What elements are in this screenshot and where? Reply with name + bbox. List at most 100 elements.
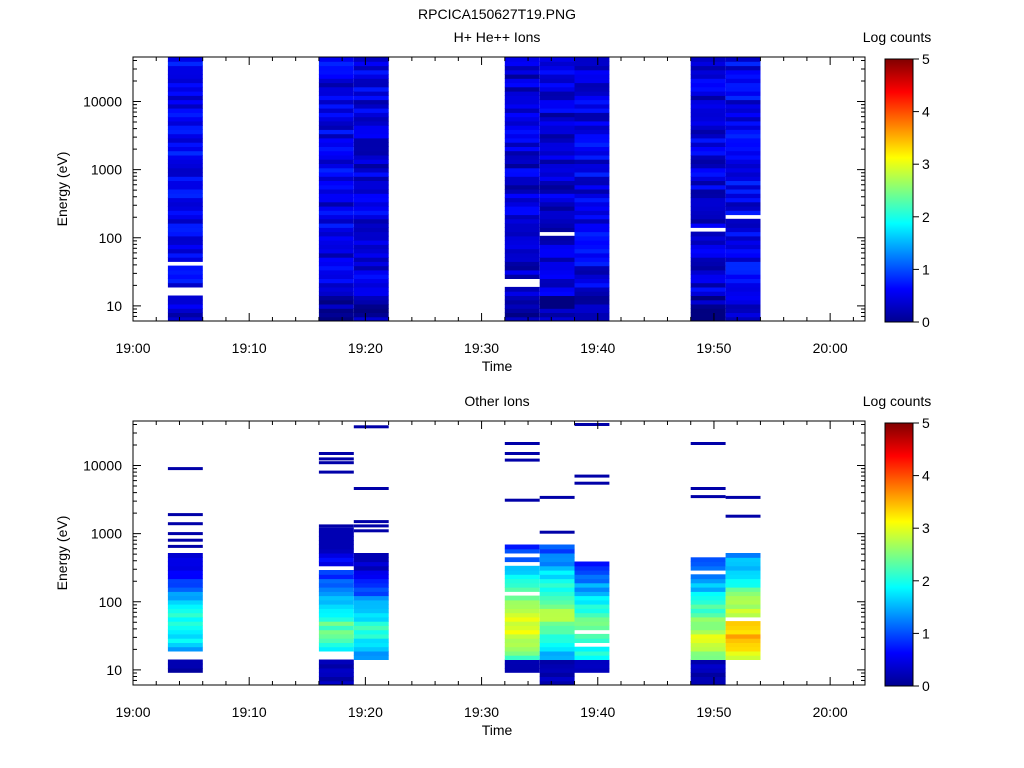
energy-bin (318, 61, 354, 67)
energy-bin (353, 655, 389, 660)
energy-bin (504, 595, 540, 601)
energy-bin (167, 206, 203, 211)
energy-bin (725, 312, 761, 318)
energy-bin (504, 544, 540, 550)
energy-bin (574, 172, 610, 177)
count-line (690, 495, 726, 499)
energy-bin (167, 621, 203, 626)
energy-bin (574, 570, 610, 575)
energy-bin (725, 557, 761, 563)
colorbar-tick-label: 1 (922, 625, 930, 641)
energy-bin (539, 99, 575, 105)
count-line (539, 530, 575, 534)
energy-bin (318, 295, 354, 301)
energy-bin (504, 548, 540, 554)
energy-bin (690, 95, 726, 101)
energy-bin (539, 82, 575, 88)
energy-bin (539, 621, 575, 626)
energy-bin (690, 308, 726, 313)
energy-bin (167, 231, 203, 237)
energy-bin (353, 235, 389, 241)
energy-bin (725, 167, 761, 173)
energy-bin (539, 587, 575, 592)
energy-bin (574, 299, 610, 305)
x-axis-label: Time (482, 358, 513, 374)
energy-bin (353, 591, 389, 597)
energy-bin (539, 304, 575, 309)
energy-bin (353, 112, 389, 118)
y-tick-label: 10000 (83, 458, 122, 474)
energy-bin (504, 214, 540, 220)
energy-bin (504, 78, 540, 84)
energy-bin (318, 82, 354, 88)
energy-bin (725, 646, 761, 652)
energy-bin (690, 99, 726, 105)
energy-bin (539, 61, 575, 67)
energy-bin (539, 278, 575, 284)
energy-bin (167, 282, 203, 288)
energy-bin (167, 235, 203, 241)
energy-bin (690, 240, 726, 245)
energy-bin (353, 578, 389, 584)
energy-bin (504, 582, 540, 588)
count-line (353, 520, 389, 524)
energy-bin (725, 150, 761, 156)
energy-bin (539, 591, 575, 597)
energy-bin (574, 120, 610, 126)
energy-bin (504, 201, 540, 207)
energy-bin (504, 308, 540, 313)
energy-bin (504, 621, 540, 626)
energy-bin (725, 574, 761, 580)
count-line (318, 461, 354, 465)
y-axis-label: Energy (eV) (54, 516, 70, 591)
energy-bin (318, 291, 354, 296)
energy-bin (318, 210, 354, 216)
energy-bin (574, 201, 610, 207)
energy-bin (504, 646, 540, 652)
energy-bin (574, 591, 610, 597)
count-line (353, 487, 389, 490)
energy-bin (167, 312, 203, 318)
plot-frame (132, 420, 866, 686)
energy-bin (690, 133, 726, 139)
x-tick-label: 19:00 (115, 704, 150, 720)
energy-bin (574, 269, 610, 275)
energy-bin (318, 206, 354, 211)
energy-bin (318, 189, 354, 194)
energy-bin (725, 108, 761, 113)
energy-bin (690, 655, 726, 660)
energy-bin (353, 265, 389, 271)
energy-bin (167, 201, 203, 207)
energy-bin (574, 650, 610, 656)
time-bin-column (574, 423, 610, 673)
energy-bin (353, 604, 389, 609)
energy-bin (690, 582, 726, 588)
energy-bin (690, 304, 726, 309)
energy-bin (353, 150, 389, 156)
energy-bin (539, 257, 575, 262)
energy-bin (574, 223, 610, 228)
energy-bin (318, 146, 354, 152)
energy-bin (318, 663, 354, 669)
energy-bin (353, 133, 389, 139)
x-tick-label: 19:20 (348, 704, 383, 720)
energy-bin (539, 184, 575, 190)
energy-bin (318, 312, 354, 318)
energy-bin (167, 78, 203, 84)
energy-bin (725, 231, 761, 237)
count-line (318, 452, 354, 455)
energy-bin (504, 570, 540, 575)
energy-bin (318, 120, 354, 126)
energy-bin (167, 142, 203, 147)
energy-bin (574, 655, 610, 660)
energy-bin (574, 240, 610, 245)
energy-bin (574, 159, 610, 164)
energy-bin (725, 180, 761, 186)
energy-bin (167, 137, 203, 143)
energy-bin (318, 252, 354, 258)
energy-bin (353, 108, 389, 113)
energy-bin (690, 201, 726, 207)
colorbar (884, 422, 914, 687)
x-tick-label: 19:20 (348, 340, 383, 356)
energy-bin (725, 218, 761, 224)
